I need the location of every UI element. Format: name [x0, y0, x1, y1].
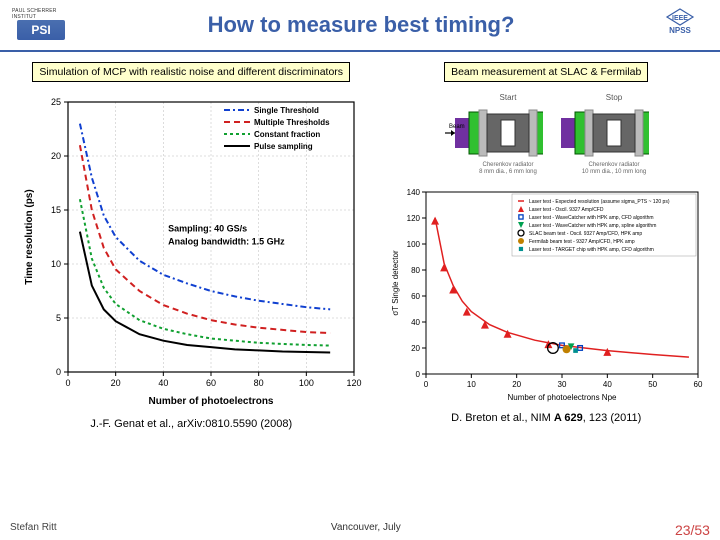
left-column: Simulation of MCP with realistic noise a…	[8, 62, 374, 430]
svg-text:0: 0	[56, 367, 61, 377]
svg-text:Laser test - Expected resoluti: Laser test - Expected resolution (assume…	[529, 199, 670, 205]
svg-text:Cherenkov radiator: Cherenkov radiator	[589, 162, 640, 168]
svg-text:0: 0	[424, 380, 429, 389]
svg-text:120: 120	[347, 378, 362, 388]
svg-text:20: 20	[411, 344, 420, 353]
svg-text:Laser test - Oscil. 9327 Amp/C: Laser test - Oscil. 9327 Amp/CFD	[529, 207, 604, 213]
svg-text:Laser test - TARGET chip with: Laser test - TARGET chip with HPK amp, C…	[529, 247, 654, 253]
svg-text:0: 0	[66, 378, 71, 388]
svg-text:Single Threshold: Single Threshold	[254, 106, 319, 115]
svg-text:60: 60	[694, 380, 703, 389]
right-chart: 0 10 20 30 40 50 60 0 20 40 60 80 100 120 140 Laser tes…	[386, 184, 706, 404]
svg-text:25: 25	[51, 97, 61, 107]
svg-text:Constant fraction: Constant fraction	[254, 130, 320, 139]
svg-text:SLAC beam test - Oscil. 9327 A: SLAC beam test - Oscil. 9327 Amp/CFD, HP…	[529, 231, 642, 237]
left-citation: J.-F. Genat et al., arXiv:0810.5590 (200…	[90, 418, 292, 430]
svg-text:Multiple Thresholds: Multiple Thresholds	[254, 118, 330, 127]
svg-text:60: 60	[411, 292, 420, 301]
svg-text:120: 120	[407, 214, 421, 223]
left-chart: 0 20 40 60 80 100 120 0 5 10 15 20 25 Single Threshol…	[16, 90, 366, 410]
start-detector: Start Cherenkov radiator8 mm dia., 6 mm l…	[443, 90, 543, 180]
svg-text:15: 15	[51, 205, 61, 215]
svg-text:50: 50	[648, 380, 657, 389]
ieee-text: IEEE	[672, 15, 688, 22]
npss-label: NPSS	[669, 26, 691, 35]
svg-text:20: 20	[512, 380, 521, 389]
page-title: How to measure best timing?	[70, 12, 652, 38]
svg-text:80: 80	[254, 378, 264, 388]
slide-footer: Stefan Ritt Vancouver, July 23/53	[0, 522, 720, 540]
ieee-npss-logo: IEEE NPSS	[652, 8, 708, 42]
svg-text:20: 20	[51, 151, 61, 161]
content-row: Simulation of MCP with realistic noise a…	[0, 52, 720, 430]
psi-logo-box: PSI	[17, 20, 65, 40]
author-label: Stefan Ritt	[10, 522, 57, 538]
setup-diagram: StartCherenkov radiator8 mm dia., 6 mm l…	[443, 90, 649, 180]
svg-text:Number of photoelectrons: Number of photoelectrons	[149, 396, 274, 407]
svg-text:40: 40	[603, 380, 612, 389]
svg-text:100: 100	[407, 240, 421, 249]
slide-header: PAUL SCHERRER INSTITUT PSI How to measur…	[0, 0, 720, 52]
svg-text:0: 0	[416, 370, 421, 379]
svg-text:Fermilab beam test - 9327 Amp/: Fermilab beam test - 9327 Amp/CFD, HPK a…	[529, 239, 635, 245]
svg-text:Number of photoelectrons Npe: Number of photoelectrons Npe	[508, 393, 618, 402]
svg-text:Start: Start	[500, 93, 518, 102]
svg-text:5: 5	[56, 313, 61, 323]
left-panel-label: Simulation of MCP with realistic noise a…	[32, 62, 350, 82]
svg-text:Cherenkov radiator: Cherenkov radiator	[483, 162, 534, 168]
svg-text:Laser test - WaveCatcher with: Laser test - WaveCatcher with HPK amp, s…	[529, 223, 656, 229]
ieee-diamond-icon: IEEE	[665, 8, 695, 26]
psi-logo-text: PAUL SCHERRER INSTITUT	[12, 8, 70, 20]
svg-text:Beam: Beam	[449, 124, 465, 130]
svg-text:40: 40	[159, 378, 169, 388]
svg-text:80: 80	[411, 266, 420, 275]
right-panel-label: Beam measurement at SLAC & Fermilab	[444, 62, 648, 82]
page-number: 23/53	[675, 522, 710, 538]
venue-label: Vancouver, July	[331, 522, 401, 538]
svg-text:20: 20	[111, 378, 121, 388]
right-cit-suffix: , 123 (2011)	[583, 412, 642, 424]
svg-text:10: 10	[467, 380, 476, 389]
right-cit-prefix: D. Breton et al., NIM	[451, 412, 554, 424]
svg-text:100: 100	[299, 378, 314, 388]
svg-text:10 mm dia., 10 mm long: 10 mm dia., 10 mm long	[582, 169, 646, 175]
stop-detector: Stop Cherenkov radiator10 mm dia., 10 mm …	[549, 90, 649, 180]
svg-text:10: 10	[51, 259, 61, 269]
svg-text:Sampling: 40 GS/s: Sampling: 40 GS/s	[168, 224, 247, 234]
svg-text:30: 30	[558, 380, 567, 389]
svg-text:140: 140	[407, 188, 421, 197]
svg-text:Stop: Stop	[606, 93, 623, 102]
svg-text:60: 60	[206, 378, 216, 388]
svg-text:Analog bandwidth: 1.5 GHz: Analog bandwidth: 1.5 GHz	[168, 237, 285, 247]
svg-text:Laser test - WaveCatcher with: Laser test - WaveCatcher with HPK amp, C…	[529, 215, 654, 221]
right-cit-bold: A 629	[554, 412, 583, 424]
svg-text:Pulse sampling: Pulse sampling	[254, 142, 313, 151]
right-citation: D. Breton et al., NIM A 629, 123 (2011)	[451, 412, 641, 424]
svg-text:40: 40	[411, 318, 420, 327]
svg-text:Time resolution (ps): Time resolution (ps)	[24, 189, 35, 284]
svg-text:8 mm dia., 6 mm long: 8 mm dia., 6 mm long	[479, 169, 537, 175]
svg-text:σT Single detector: σT Single detector	[391, 250, 400, 316]
right-column: Beam measurement at SLAC & Fermilab Star…	[380, 62, 712, 430]
psi-logo: PAUL SCHERRER INSTITUT PSI	[12, 8, 70, 42]
